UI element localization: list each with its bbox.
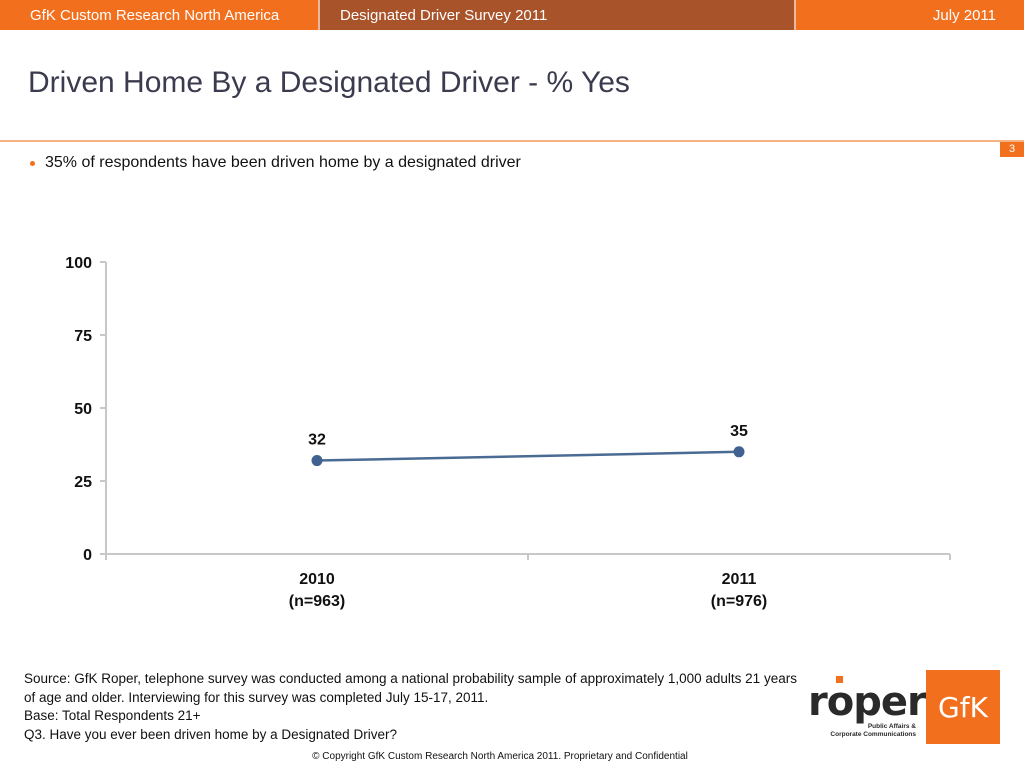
copyright: © Copyright GfK Custom Research North Am… xyxy=(312,751,688,762)
bullet-icon xyxy=(30,160,35,166)
page-number: 3 xyxy=(1000,142,1024,157)
question-text: Q3. Have you ever been driven home by a … xyxy=(24,726,397,742)
series-line xyxy=(316,450,740,462)
x-axis: 2010 (n=963) 2011 (n=976) xyxy=(105,553,951,610)
bullet-point: 35% of respondents have been driven home… xyxy=(30,154,521,172)
header-survey: Designated Driver Survey 2011 xyxy=(318,0,794,30)
line-chart: 0 25 50 75 100 2010 (n=963) 2011 (n=976) 32 35 xyxy=(65,255,951,610)
slide-title: Driven Home By a Designated Driver - % Y… xyxy=(28,66,630,99)
source-text: Source: GfK Roper, telephone survey was … xyxy=(24,671,797,705)
y-tick-label: 25 xyxy=(74,474,92,491)
data-label: 32 xyxy=(308,432,326,449)
roper-subtitle: Public Affairs & Corporate Communication… xyxy=(830,723,916,739)
x-tick-label: (n=963) xyxy=(289,593,345,610)
y-tick-label: 75 xyxy=(74,328,92,345)
x-tick-label: 2010 xyxy=(299,571,335,588)
y-tick-label: 100 xyxy=(65,255,92,272)
roper-subtitle-line-2: Corporate Communications xyxy=(830,731,916,738)
base-text: Base: Total Respondents 21+ xyxy=(24,708,201,723)
title-divider xyxy=(0,140,1024,142)
data-point xyxy=(311,455,323,467)
y-tick-label: 50 xyxy=(74,401,92,418)
x-tick-label: 2011 xyxy=(722,571,757,588)
roper-subtitle-line-1: Public Affairs & xyxy=(867,723,916,730)
header-org: GfK Custom Research North America xyxy=(0,0,318,30)
gfk-logo: GfK xyxy=(926,670,1000,744)
roper-wordmark: roper xyxy=(808,679,927,725)
roper-accent-icon xyxy=(836,676,843,683)
header-bar: GfK Custom Research North America Design… xyxy=(0,0,1024,30)
data-point xyxy=(733,446,745,458)
header-date: July 2011 xyxy=(794,0,1024,30)
bullet-text: 35% of respondents have been driven home… xyxy=(45,154,521,171)
roper-logo: roper Public Affairs & Corporate Communi… xyxy=(806,674,927,744)
series-yes: 32 35 xyxy=(308,423,748,467)
x-tick-label: (n=976) xyxy=(711,593,767,610)
y-tick-label: 0 xyxy=(83,547,92,564)
source-notes: Source: GfK Roper, telephone survey was … xyxy=(24,670,804,744)
y-axis: 0 25 50 75 100 xyxy=(65,255,107,564)
data-label: 35 xyxy=(730,423,748,440)
